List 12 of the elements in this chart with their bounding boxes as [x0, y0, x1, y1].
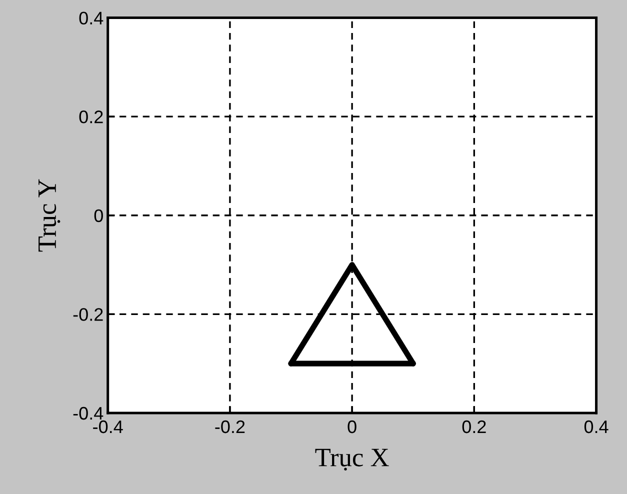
x-tick-label: -0.4: [93, 420, 123, 434]
y-axis-title: Trục Y: [38, 179, 60, 252]
x-tick-label: 0.4: [584, 420, 608, 434]
y-tick-label: 0.2: [79, 110, 103, 124]
x-tick-label: 0.2: [462, 420, 486, 434]
y-tick-label: 0: [94, 209, 103, 222]
y-tick-label: 0.4: [79, 12, 104, 25]
x-tick-label: -0.2: [215, 420, 245, 434]
x-axis-title: Trục X: [315, 448, 389, 471]
x-tick-label: 0: [348, 420, 356, 434]
y-tick-label: -0.2: [73, 308, 103, 321]
y-tick-label: -0.4: [73, 406, 104, 420]
